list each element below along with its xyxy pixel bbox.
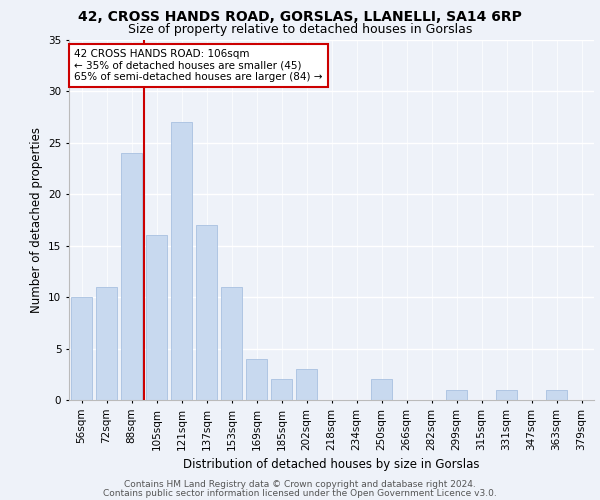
Bar [246, 359, 267, 400]
Text: Contains HM Land Registry data © Crown copyright and database right 2024.: Contains HM Land Registry data © Crown c… [124, 480, 476, 489]
Bar [96, 287, 117, 400]
Bar [371, 380, 392, 400]
Bar [71, 297, 92, 400]
Y-axis label: Number of detached properties: Number of detached properties [29, 127, 43, 313]
Text: 42 CROSS HANDS ROAD: 106sqm
← 35% of detached houses are smaller (45)
65% of sem: 42 CROSS HANDS ROAD: 106sqm ← 35% of det… [74, 49, 323, 82]
Bar [171, 122, 192, 400]
Bar [546, 390, 567, 400]
Bar [271, 380, 292, 400]
Text: 42, CROSS HANDS ROAD, GORSLAS, LLANELLI, SA14 6RP: 42, CROSS HANDS ROAD, GORSLAS, LLANELLI,… [78, 10, 522, 24]
Bar [196, 225, 217, 400]
X-axis label: Distribution of detached houses by size in Gorslas: Distribution of detached houses by size … [183, 458, 480, 471]
Bar [296, 369, 317, 400]
Text: Contains public sector information licensed under the Open Government Licence v3: Contains public sector information licen… [103, 488, 497, 498]
Bar [446, 390, 467, 400]
Bar [121, 153, 142, 400]
Text: Size of property relative to detached houses in Gorslas: Size of property relative to detached ho… [128, 22, 472, 36]
Bar [221, 287, 242, 400]
Bar [146, 236, 167, 400]
Bar [496, 390, 517, 400]
